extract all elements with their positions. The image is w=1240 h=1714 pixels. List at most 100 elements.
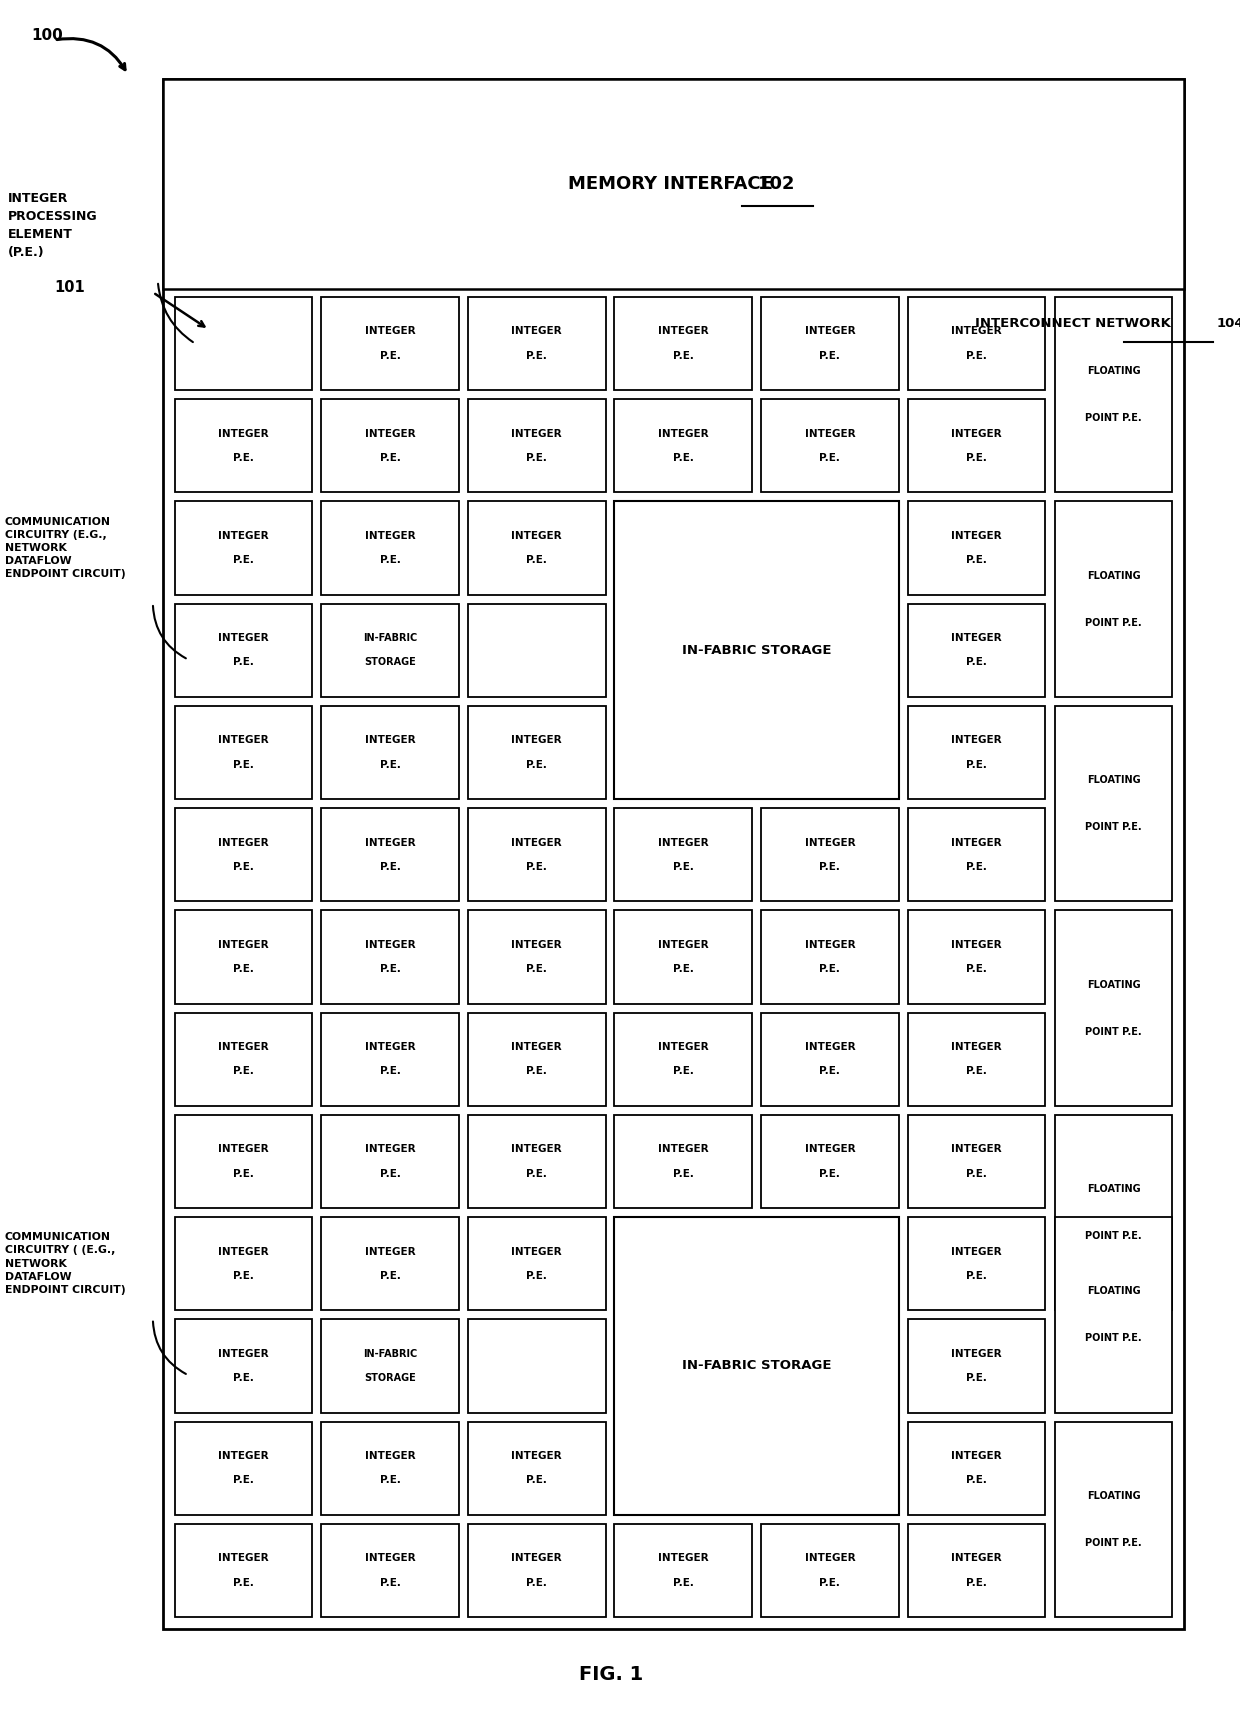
Text: INTEGER: INTEGER <box>218 1246 269 1256</box>
Bar <box>175 1217 312 1309</box>
Text: MEMORY INTERFACE: MEMORY INTERFACE <box>568 175 779 194</box>
Text: P.E.: P.E. <box>233 759 254 770</box>
Bar <box>615 502 899 799</box>
Text: P.E.: P.E. <box>526 963 547 974</box>
Text: P.E.: P.E. <box>966 658 987 667</box>
Text: P.E.: P.E. <box>526 862 547 872</box>
Bar <box>467 603 605 698</box>
Bar <box>615 1114 753 1208</box>
Text: INTEGER: INTEGER <box>951 1145 1002 1154</box>
Text: POINT P.E.: POINT P.E. <box>1085 617 1142 627</box>
Text: INTEGER: INTEGER <box>658 1042 708 1052</box>
Text: INTEGER: INTEGER <box>951 531 1002 542</box>
Text: FLOATING: FLOATING <box>1086 571 1141 581</box>
Text: P.E.: P.E. <box>966 862 987 872</box>
Bar <box>908 706 1045 799</box>
Bar <box>615 297 753 391</box>
Bar <box>1055 1217 1172 1412</box>
Text: P.E.: P.E. <box>379 1476 401 1486</box>
Bar <box>1055 297 1172 492</box>
Text: INTEGER: INTEGER <box>365 1452 415 1460</box>
Text: INTEGER: INTEGER <box>511 1145 562 1154</box>
Bar <box>908 809 1045 902</box>
Text: P.E.: P.E. <box>233 1066 254 1076</box>
Text: P.E.: P.E. <box>966 1169 987 1179</box>
Text: INTEGER: INTEGER <box>511 735 562 746</box>
Text: INTEGER: INTEGER <box>511 428 562 439</box>
Text: INTEGER: INTEGER <box>805 838 856 848</box>
Text: INTEGER: INTEGER <box>805 326 856 336</box>
Text: INTEGER: INTEGER <box>511 1246 562 1256</box>
Text: P.E.: P.E. <box>820 1066 841 1076</box>
Bar <box>321 603 459 698</box>
Bar <box>761 1114 899 1208</box>
Text: FLOATING: FLOATING <box>1086 367 1141 377</box>
Text: INTEGER: INTEGER <box>805 939 856 950</box>
Bar <box>321 1421 459 1515</box>
Text: INTEGER: INTEGER <box>218 1145 269 1154</box>
Bar <box>467 1524 605 1616</box>
Text: P.E.: P.E. <box>966 759 987 770</box>
Text: INTEGER: INTEGER <box>951 735 1002 746</box>
Text: INTEGER: INTEGER <box>951 632 1002 643</box>
Text: INTEGER: INTEGER <box>511 939 562 950</box>
Text: P.E.: P.E. <box>233 1270 254 1280</box>
Text: INTEGER: INTEGER <box>511 1553 562 1563</box>
Text: INTEGER: INTEGER <box>658 1553 708 1563</box>
Text: IN-FABRIC: IN-FABRIC <box>363 632 417 643</box>
Text: P.E.: P.E. <box>526 1270 547 1280</box>
Text: INTEGER: INTEGER <box>658 428 708 439</box>
Bar <box>321 297 459 391</box>
Text: POINT P.E.: POINT P.E. <box>1085 1333 1142 1344</box>
Text: INTEGER: INTEGER <box>658 326 708 336</box>
Text: 102: 102 <box>758 175 795 194</box>
Bar <box>908 603 1045 698</box>
Text: P.E.: P.E. <box>673 1577 693 1587</box>
Text: INTEGER: INTEGER <box>951 838 1002 848</box>
Text: P.E.: P.E. <box>966 351 987 360</box>
Text: POINT P.E.: POINT P.E. <box>1085 413 1142 423</box>
Text: P.E.: P.E. <box>233 452 254 463</box>
Text: INTEGER: INTEGER <box>218 1042 269 1052</box>
Bar <box>162 79 1183 290</box>
Text: INTEGER: INTEGER <box>218 531 269 542</box>
Text: POINT P.E.: POINT P.E. <box>1085 1027 1142 1037</box>
Bar <box>321 910 459 1004</box>
Bar <box>175 1421 312 1515</box>
Text: P.E.: P.E. <box>526 555 547 566</box>
Bar <box>1055 1114 1172 1309</box>
Bar <box>175 809 312 902</box>
Text: P.E.: P.E. <box>820 1577 841 1587</box>
Text: P.E.: P.E. <box>379 452 401 463</box>
Text: P.E.: P.E. <box>526 1066 547 1076</box>
Text: IN-FABRIC STORAGE: IN-FABRIC STORAGE <box>682 644 831 656</box>
Text: INTERCONNECT NETWORK: INTERCONNECT NETWORK <box>975 317 1176 331</box>
Text: P.E.: P.E. <box>233 1169 254 1179</box>
Bar <box>615 1013 753 1106</box>
Bar <box>321 1524 459 1616</box>
Text: P.E.: P.E. <box>526 759 547 770</box>
Text: P.E.: P.E. <box>673 862 693 872</box>
Text: P.E.: P.E. <box>673 963 693 974</box>
Text: INTEGER: INTEGER <box>365 1553 415 1563</box>
Text: P.E.: P.E. <box>526 1476 547 1486</box>
Text: INTEGER: INTEGER <box>218 838 269 848</box>
Text: INTEGER: INTEGER <box>658 939 708 950</box>
Text: P.E.: P.E. <box>673 1169 693 1179</box>
Text: FLOATING: FLOATING <box>1086 1491 1141 1501</box>
Bar <box>175 399 312 492</box>
Text: P.E.: P.E. <box>966 1476 987 1486</box>
Bar <box>175 1320 312 1412</box>
Text: INTEGER
PROCESSING
ELEMENT
(P.E.): INTEGER PROCESSING ELEMENT (P.E.) <box>7 192 98 259</box>
Text: P.E.: P.E. <box>379 759 401 770</box>
Bar <box>321 1114 459 1208</box>
Bar <box>321 1320 459 1412</box>
Bar <box>761 809 899 902</box>
Bar <box>761 1013 899 1106</box>
Text: P.E.: P.E. <box>379 351 401 360</box>
Text: FLOATING: FLOATING <box>1086 775 1141 785</box>
Text: INTEGER: INTEGER <box>951 428 1002 439</box>
Bar <box>162 79 1183 1628</box>
Bar <box>908 1217 1045 1309</box>
Text: STORAGE: STORAGE <box>365 1373 415 1383</box>
